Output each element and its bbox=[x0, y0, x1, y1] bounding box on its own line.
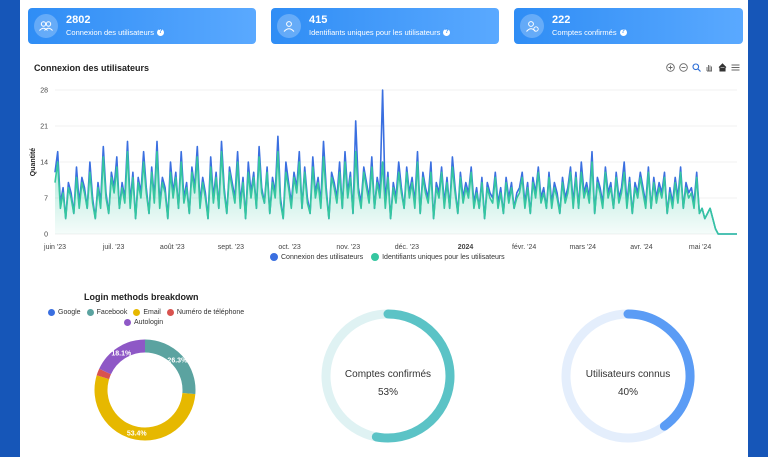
stat-label: Comptes confirmés bbox=[552, 28, 617, 37]
gauge-confirmed: Comptes confirmés 53% bbox=[318, 306, 458, 446]
legend-item[interactable]: Identifiants uniques pour les utilisateu… bbox=[371, 253, 505, 261]
x-tick-label: nov. '23 bbox=[336, 244, 360, 251]
stat-card-logins[interactable]: 2802 Connexion des utilisateurs? bbox=[28, 8, 256, 44]
gauge-known-users: Utilisateurs connus 40% bbox=[558, 306, 698, 446]
x-tick-label: août '23 bbox=[160, 244, 185, 251]
gauge-fill bbox=[623, 309, 695, 431]
donut-chart: 26.3% 53.4% 18.1% bbox=[94, 339, 196, 441]
donut-slice bbox=[144, 339, 196, 395]
pie-legend-item[interactable]: Numéro de téléphone bbox=[166, 309, 245, 316]
legend-marker bbox=[133, 309, 141, 316]
user-icon bbox=[277, 14, 301, 38]
x-tick-label: 2024 bbox=[458, 244, 474, 251]
zoom-out-icon[interactable] bbox=[678, 62, 688, 72]
y-tick-label: 14 bbox=[40, 160, 48, 167]
x-tick-label: févr. '24 bbox=[512, 244, 536, 251]
stat-label: Identifiants uniques pour les utilisateu… bbox=[309, 28, 441, 37]
menu-icon[interactable] bbox=[730, 62, 740, 72]
y-tick-label: 0 bbox=[44, 232, 48, 239]
stat-value: 2802 bbox=[66, 14, 91, 26]
x-tick-label: avr. '24 bbox=[630, 244, 652, 251]
x-tick-label: oct. '23 bbox=[278, 244, 300, 251]
legend-label: Identifiants uniques pour les utilisateu… bbox=[382, 253, 505, 261]
legend-label: Google bbox=[58, 309, 81, 316]
gauge-ring bbox=[321, 309, 455, 443]
series-area bbox=[55, 151, 737, 234]
x-tick-label: sept. '23 bbox=[218, 244, 244, 251]
pie-legend-item[interactable]: Google bbox=[48, 309, 81, 316]
pie-title: Login methods breakdown bbox=[84, 292, 199, 302]
gauge-fill bbox=[371, 309, 455, 443]
y-tick-label: 21 bbox=[40, 124, 48, 131]
slice-label: 18.1% bbox=[111, 350, 132, 357]
legend-label: Connexion des utilisateurs bbox=[281, 253, 364, 261]
legend-item[interactable]: Connexion des utilisateurs bbox=[270, 253, 363, 261]
stat-card-confirmed[interactable]: 222 Comptes confirmés? bbox=[514, 8, 743, 44]
pan-hand-icon[interactable] bbox=[704, 62, 714, 72]
gauge-label: Utilisateurs connus bbox=[585, 369, 671, 380]
help-icon[interactable]: ? bbox=[443, 29, 451, 36]
legend-marker bbox=[86, 309, 94, 316]
help-icon[interactable]: ? bbox=[156, 29, 164, 36]
home-icon[interactable] bbox=[717, 62, 727, 72]
legend-label: Autologin bbox=[134, 319, 164, 326]
legend-marker bbox=[124, 319, 131, 326]
stat-card-unique-ids[interactable]: 415 Identifiants uniques pour les utilis… bbox=[271, 8, 499, 44]
legend-marker bbox=[48, 309, 55, 316]
legend-marker bbox=[371, 253, 380, 261]
x-tick-label: mai '24 bbox=[689, 244, 711, 251]
donut-slice bbox=[96, 368, 112, 380]
legend-label: Facebook bbox=[96, 309, 128, 316]
donut-slice bbox=[94, 375, 196, 441]
zoom-in-icon[interactable] bbox=[665, 62, 675, 72]
gauge-value: 40% bbox=[617, 387, 638, 398]
users-icon bbox=[34, 14, 58, 38]
pie-legend-item[interactable]: Email bbox=[133, 309, 161, 316]
slice-label: 26.3% bbox=[167, 358, 188, 365]
x-tick-label: mars '24 bbox=[569, 244, 596, 251]
stat-label: Connexion des utilisateurs bbox=[66, 28, 154, 37]
gauge-ring bbox=[561, 309, 695, 443]
y-tick-label: 7 bbox=[44, 196, 48, 203]
stat-value: 415 bbox=[309, 14, 328, 26]
chart-legend: Connexion des utilisateurs Identifiants … bbox=[270, 253, 505, 261]
series-line-unique-ids bbox=[54, 150, 737, 235]
x-tick-label: déc. '23 bbox=[395, 244, 419, 251]
chart-toolbar bbox=[665, 62, 740, 72]
pie-legend: Google Facebook Email Numéro de téléphon… bbox=[48, 309, 268, 326]
legend-label: Numéro de téléphone bbox=[176, 309, 245, 316]
legend-marker bbox=[166, 309, 174, 316]
magnifier-icon[interactable] bbox=[691, 62, 701, 72]
chart-title: Connexion des utilisateurs bbox=[34, 63, 150, 73]
stat-value: 222 bbox=[552, 14, 571, 26]
donut-slice bbox=[99, 339, 146, 375]
line-chart: 0 7 14 21 28 Quantité juin '23 juil. '23 août '2… bbox=[30, 88, 737, 251]
slice-label: 53.4% bbox=[127, 431, 148, 438]
pie-legend-item[interactable]: Autologin bbox=[124, 319, 163, 326]
y-axis-label: Quantité bbox=[30, 148, 37, 176]
user-check-icon bbox=[520, 14, 544, 38]
legend-label: Email bbox=[143, 309, 161, 316]
y-tick-label: 28 bbox=[40, 88, 48, 95]
legend-marker bbox=[270, 253, 278, 261]
pie-legend-item[interactable]: Facebook bbox=[86, 309, 128, 316]
help-icon[interactable]: ? bbox=[619, 29, 627, 36]
x-tick-label: juin '23 bbox=[43, 244, 66, 251]
gauge-label: Comptes confirmés bbox=[344, 369, 432, 380]
x-tick-label: juil. '23 bbox=[102, 244, 125, 251]
gauge-value: 53% bbox=[377, 387, 398, 398]
